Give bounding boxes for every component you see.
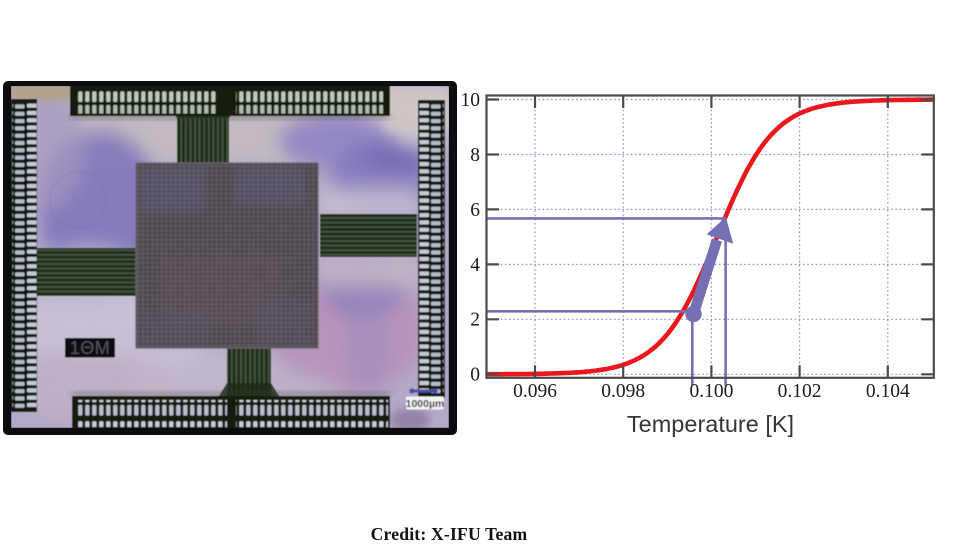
svg-text:2: 2 <box>470 310 480 331</box>
svg-text:0.104: 0.104 <box>866 381 910 402</box>
svg-text:Temperature [K]: Temperature [K] <box>627 411 794 437</box>
svg-text:0.096: 0.096 <box>513 381 557 402</box>
svg-text:Credit: X-IFU Team: Credit: X-IFU Team <box>371 524 528 544</box>
svg-text:10: 10 <box>461 90 481 111</box>
svg-text:0: 0 <box>470 365 480 386</box>
svg-text:0.102: 0.102 <box>778 381 822 402</box>
svg-text:1000µm: 1000µm <box>406 398 445 410</box>
svg-text:6: 6 <box>470 200 480 221</box>
svg-text:0.098: 0.098 <box>601 381 645 402</box>
svg-text:4: 4 <box>470 255 480 276</box>
svg-text:0.100: 0.100 <box>689 381 733 402</box>
svg-text:8: 8 <box>470 145 480 166</box>
svg-text:1ΘM: 1ΘM <box>70 338 111 358</box>
